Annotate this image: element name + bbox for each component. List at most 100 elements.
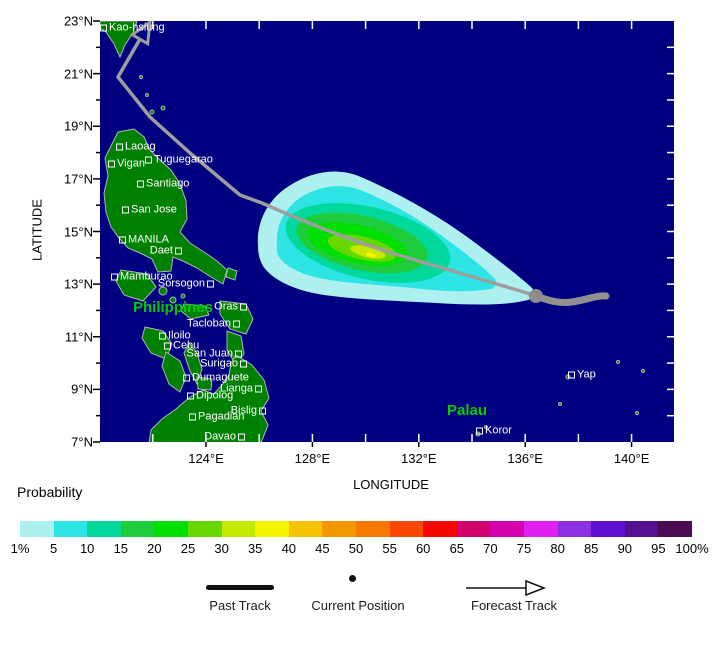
- colorbar-tick-label: 5: [49, 541, 58, 556]
- colorbar-segment-35: [255, 521, 289, 537]
- city-label: Mamburao: [120, 270, 173, 283]
- city-label: Pagadian: [198, 410, 245, 423]
- longitude-tick-label: 140°E: [613, 451, 650, 466]
- colorbar-tick-label: 100%: [675, 541, 709, 556]
- atoll-island: [616, 360, 620, 364]
- city-marker-square: [122, 206, 129, 214]
- city-san-juan: San Juan: [186, 347, 242, 360]
- city-marker-square: [233, 320, 240, 328]
- city-san-jose: San Jose: [122, 203, 177, 216]
- colorbar-segment-30: [221, 521, 256, 537]
- city-marker-square: [187, 392, 194, 400]
- city-sorsogon: Sorsogon: [157, 277, 214, 290]
- latitude-tick-label: 9°N: [71, 381, 93, 397]
- colorbar-segment-80: [557, 521, 592, 537]
- batanes-island: [145, 93, 149, 97]
- axis-ticks: [93, 20, 674, 447]
- latitude-tick-label: 7°N: [71, 434, 93, 450]
- colorbar-segment-90: [624, 521, 659, 537]
- colorbar-tick-label: 30: [214, 541, 229, 556]
- colorbar-segment-65: [456, 521, 491, 537]
- forecast-track-legend-label: Forecast Track: [471, 598, 557, 613]
- babuyan-island: [160, 105, 166, 111]
- latitude-tick-label: 23°N: [63, 13, 93, 29]
- colorbar-segment-1%: [20, 521, 54, 537]
- city-laoag: Laoag: [116, 141, 156, 153]
- mindoro-island: [115, 269, 157, 302]
- city-marker-square: [116, 143, 123, 151]
- city-label: Koror: [485, 424, 512, 437]
- city-label: Kao-hsiung: [109, 21, 165, 34]
- batanes-island: [139, 75, 143, 79]
- current-position-legend-label: Current Position: [311, 598, 405, 613]
- taiwan-island: [100, 21, 138, 59]
- city-label: Davao: [204, 430, 236, 443]
- longitude-axis-title: LONGITUDE: [353, 477, 429, 492]
- city-marker-square: [568, 371, 575, 379]
- masbate-island: [180, 303, 210, 320]
- city-marker-square: [111, 273, 118, 281]
- past-track-glyph: [206, 585, 274, 590]
- colorbar-tick-label: 20: [147, 541, 162, 556]
- negros-island: [161, 351, 187, 393]
- city-label: MANILA: [128, 233, 169, 246]
- city-bislig: Bislig: [231, 405, 266, 417]
- current-position-dot: [529, 289, 543, 303]
- latitude-tick-label: 19°N: [63, 118, 93, 134]
- colorbar-segment-20: [154, 521, 188, 537]
- colorbar-tick-label: 45: [315, 541, 330, 556]
- longitude-tick-label: 132°E: [401, 451, 437, 466]
- city-iloilo: Iloilo: [159, 329, 191, 342]
- colorbar-segment-55: [389, 521, 424, 537]
- marinduque-island: [158, 286, 168, 296]
- city-marker-square: [476, 427, 483, 435]
- colorbar-tick-label: 1%: [10, 541, 30, 556]
- city-manila: MANILA: [119, 233, 169, 246]
- city-label: San Juan: [186, 347, 233, 360]
- colorbar-segment-45: [322, 521, 356, 537]
- mindanao-island: [148, 354, 270, 442]
- colorbar-tick-label: 35: [247, 541, 263, 556]
- longitude-tick-label: 124°E: [188, 451, 224, 466]
- city-label: Lianga: [219, 382, 253, 395]
- colorbar-segment-95: [658, 521, 692, 537]
- city-label: San Jose: [131, 203, 177, 216]
- city-marker-square: [159, 332, 166, 340]
- city-label: Santiago: [146, 177, 190, 190]
- city-tacloban: Tacloban: [186, 317, 240, 330]
- city-label: Sorsogon: [157, 277, 205, 290]
- colorbar-segment-25: [187, 521, 222, 537]
- colorbar-tick-label: 75: [516, 541, 532, 556]
- city-marker-square: [255, 385, 262, 393]
- land-layer: [100, 21, 645, 442]
- colorbar-segment-50: [355, 521, 390, 537]
- colorbar-tick-label: 85: [583, 541, 599, 556]
- city-oras: Oras: [214, 301, 247, 313]
- colorbar-segment-10: [87, 521, 121, 537]
- city-label: Daet: [149, 244, 173, 257]
- colorbar-tick-label: 65: [449, 541, 465, 556]
- city-koror: Koror: [476, 424, 512, 437]
- city-marker-square: [164, 342, 171, 350]
- region-label-palau: Palau: [447, 402, 488, 419]
- colorbar-tick-label: 50: [348, 541, 364, 556]
- city-cebu: Cebu: [164, 340, 199, 352]
- city-label: Tacloban: [186, 317, 231, 330]
- city-tuguegarao: Tuguegarao: [145, 154, 213, 166]
- colorbar-segment-5: [53, 521, 88, 537]
- city-marker-square: [175, 247, 182, 255]
- colorbar-tick-label: 60: [415, 541, 431, 556]
- catanduanes-island: [225, 267, 238, 281]
- colorbar-tick-label: 15: [113, 541, 129, 556]
- city-vigan: Vigan: [108, 158, 145, 170]
- atoll-island: [641, 369, 645, 373]
- city-marker-square: [137, 180, 144, 188]
- city-marker-square: [108, 160, 115, 168]
- city-marker-square: [100, 24, 107, 32]
- city-label: Iloilo: [168, 329, 191, 342]
- city-lianga: Lianga: [219, 382, 262, 395]
- city-kao-hsiung: Kao-hsiung: [100, 21, 165, 34]
- colorbar-tick-label: 70: [483, 541, 498, 556]
- cebu-island: [183, 342, 203, 386]
